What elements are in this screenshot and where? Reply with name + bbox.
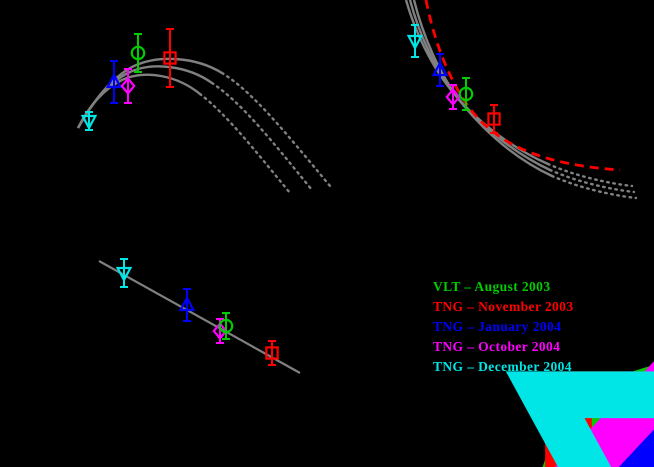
legend-label: TNG – January 2004 xyxy=(433,319,562,334)
top-right-model-curves xyxy=(404,0,638,200)
observation-epochs-legend: VLT – August 2003 TNG – November 2003 TN… xyxy=(405,278,654,467)
legend-label: TNG – October 2004 xyxy=(433,339,561,354)
legend-label: VLT – August 2003 xyxy=(433,279,551,294)
bottom-left-model-curve xyxy=(98,260,301,374)
red-dashed-model-curve xyxy=(424,0,621,172)
bottom-left-data-points xyxy=(116,258,279,366)
top-left-data-points xyxy=(81,28,177,131)
legend-item-tng-january-2004: TNG – January 2004 xyxy=(405,318,654,467)
legend-label: TNG – December 2004 xyxy=(433,359,572,374)
legend-item-vlt-august-2003: VLT – August 2003 xyxy=(405,278,654,467)
legend-item-tng-december-2004: TNG – December 2004 xyxy=(405,358,654,467)
top-left-model-curves xyxy=(76,57,332,195)
legend-item-tng-november-2003: TNG – November 2003 xyxy=(405,298,654,467)
top-right-data-points xyxy=(407,24,501,134)
triangle-down-open-icon xyxy=(405,358,654,467)
legend-label: TNG – November 2003 xyxy=(433,299,574,314)
